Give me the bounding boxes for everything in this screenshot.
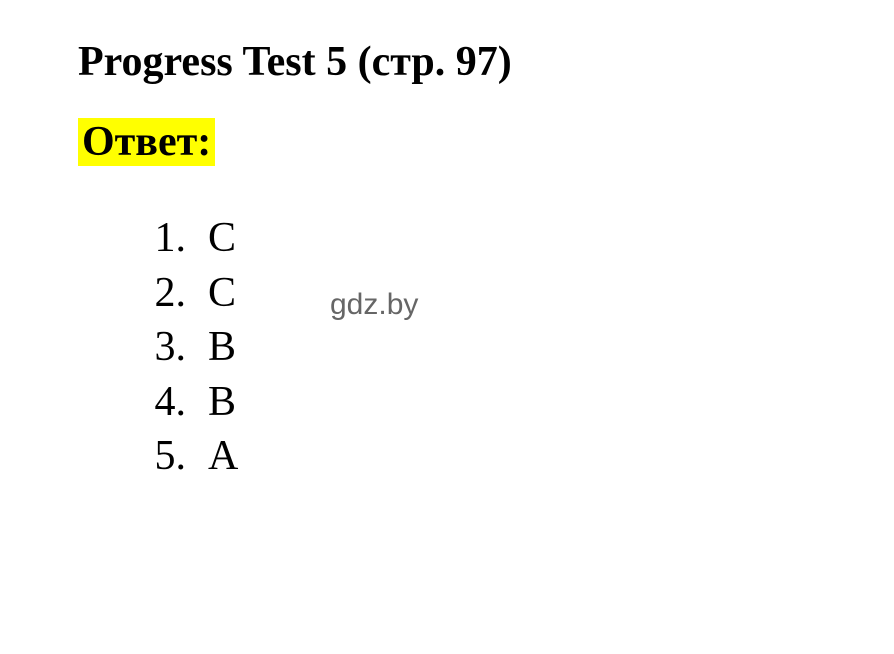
answer-label: Ответ: — [78, 118, 215, 166]
page-title: Progress Test 5 (стр. 97) — [78, 38, 894, 86]
list-item: 2. C — [138, 266, 894, 321]
item-value: B — [208, 375, 236, 430]
list-item: 1. C — [138, 211, 894, 266]
item-number: 3. — [138, 320, 186, 375]
item-number: 1. — [138, 211, 186, 266]
list-item: 3. B — [138, 320, 894, 375]
item-number: 4. — [138, 375, 186, 430]
item-number: 5. — [138, 429, 186, 484]
watermark-text: gdz.by — [330, 288, 418, 322]
item-value: A — [208, 429, 238, 484]
answer-list: 1. C 2. C 3. B 4. B 5. A — [78, 211, 894, 484]
list-item: 5. A — [138, 429, 894, 484]
item-value: C — [208, 266, 236, 321]
item-number: 2. — [138, 266, 186, 321]
list-item: 4. B — [138, 375, 894, 430]
item-value: B — [208, 320, 236, 375]
item-value: C — [208, 211, 236, 266]
